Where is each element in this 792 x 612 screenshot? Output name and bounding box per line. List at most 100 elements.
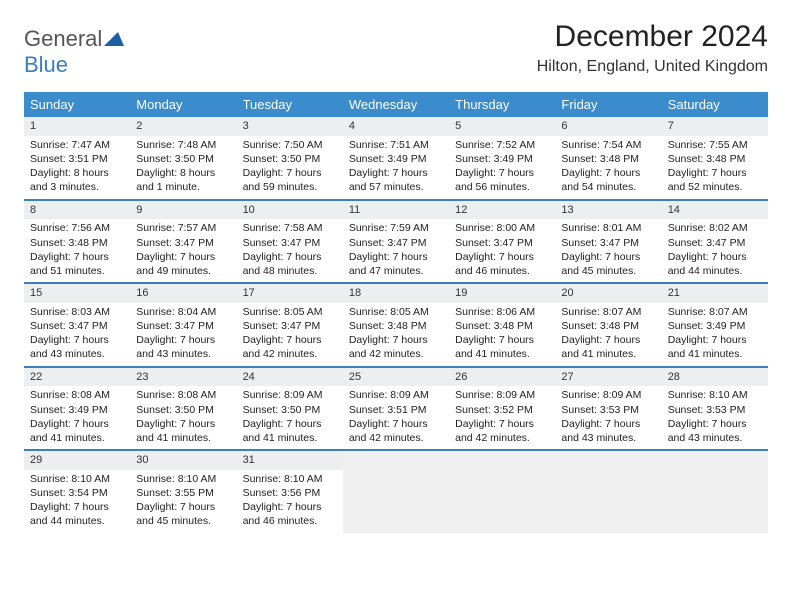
day-sunrise: Sunrise: 8:10 AM	[30, 472, 124, 486]
day-sunrise: Sunrise: 8:05 AM	[349, 305, 443, 319]
day-sunset: Sunset: 3:48 PM	[668, 152, 762, 166]
day-number: 23	[130, 368, 236, 387]
calendar-header-cell: Tuesday	[237, 92, 343, 117]
day-sunrise: Sunrise: 8:10 AM	[243, 472, 337, 486]
day-sunset: Sunset: 3:48 PM	[349, 319, 443, 333]
calendar-day-cell: 30Sunrise: 8:10 AMSunset: 3:55 PMDayligh…	[130, 451, 236, 533]
day-body: Sunrise: 8:04 AMSunset: 3:47 PMDaylight:…	[130, 303, 236, 366]
day-body: Sunrise: 7:52 AMSunset: 3:49 PMDaylight:…	[449, 136, 555, 199]
day-sunrise: Sunrise: 8:03 AM	[30, 305, 124, 319]
calendar-day-cell: 18Sunrise: 8:05 AMSunset: 3:48 PMDayligh…	[343, 284, 449, 366]
day-body: Sunrise: 8:07 AMSunset: 3:48 PMDaylight:…	[555, 303, 661, 366]
day-number: 4	[343, 117, 449, 136]
calendar-day-cell: 12Sunrise: 8:00 AMSunset: 3:47 PMDayligh…	[449, 201, 555, 283]
calendar-day-cell: 6Sunrise: 7:54 AMSunset: 3:48 PMDaylight…	[555, 117, 661, 199]
calendar-week-row: 8Sunrise: 7:56 AMSunset: 3:48 PMDaylight…	[24, 199, 768, 283]
day-number: 31	[237, 451, 343, 470]
day-sunrise: Sunrise: 8:07 AM	[668, 305, 762, 319]
calendar-header-row: SundayMondayTuesdayWednesdayThursdayFrid…	[24, 92, 768, 117]
day-body: Sunrise: 7:58 AMSunset: 3:47 PMDaylight:…	[237, 219, 343, 282]
day-body: Sunrise: 7:51 AMSunset: 3:49 PMDaylight:…	[343, 136, 449, 199]
calendar-day-cell: 19Sunrise: 8:06 AMSunset: 3:48 PMDayligh…	[449, 284, 555, 366]
day-body: Sunrise: 8:06 AMSunset: 3:48 PMDaylight:…	[449, 303, 555, 366]
calendar-day-cell: 16Sunrise: 8:04 AMSunset: 3:47 PMDayligh…	[130, 284, 236, 366]
day-sunset: Sunset: 3:50 PM	[136, 403, 230, 417]
day-daylight: Daylight: 7 hours and 47 minutes.	[349, 250, 443, 278]
calendar-week-row: 1 Sunrise: 7:47 AMSunset: 3:51 PM Daylight…	[24, 117, 768, 199]
day-body: Sunrise: 8:10 AMSunset: 3:53 PMDaylight:…	[662, 386, 768, 449]
logo-text-blue: Blue	[24, 52, 68, 77]
day-sunrise: Sunrise: 7:57 AM	[136, 221, 230, 235]
calendar-day-cell: 21Sunrise: 8:07 AMSunset: 3:49 PMDayligh…	[662, 284, 768, 366]
day-number: 21	[662, 284, 768, 303]
day-body: Sunrise: 7:50 AMSunset: 3:50 PMDaylight:…	[237, 136, 343, 199]
day-daylight: Daylight: 7 hours and 43 minutes.	[668, 417, 762, 445]
day-daylight: Daylight: 7 hours and 41 minutes.	[136, 417, 230, 445]
day-sunset: Sunset: 3:47 PM	[243, 236, 337, 250]
calendar-day-cell: 10Sunrise: 7:58 AMSunset: 3:47 PMDayligh…	[237, 201, 343, 283]
day-number: 10	[237, 201, 343, 220]
day-body: Sunrise: 8:02 AMSunset: 3:47 PMDaylight:…	[662, 219, 768, 282]
calendar-header-cell: Sunday	[24, 92, 130, 117]
day-body: Sunrise: 8:09 AMSunset: 3:53 PMDaylight:…	[555, 386, 661, 449]
day-sunrise: Sunrise: 7:47 AM	[30, 138, 124, 152]
day-body: Sunrise: 8:00 AMSunset: 3:47 PMDaylight:…	[449, 219, 555, 282]
calendar-day-cell: 22Sunrise: 8:08 AMSunset: 3:49 PMDayligh…	[24, 368, 130, 450]
day-sunrise: Sunrise: 8:10 AM	[136, 472, 230, 486]
day-daylight: Daylight: 7 hours and 41 minutes.	[561, 333, 655, 361]
day-sunset: Sunset: 3:47 PM	[136, 236, 230, 250]
day-body: Sunrise: 8:05 AMSunset: 3:47 PMDaylight:…	[237, 303, 343, 366]
day-sunrise: Sunrise: 8:09 AM	[349, 388, 443, 402]
day-number: 1	[24, 117, 130, 136]
calendar-day-cell: 29Sunrise: 8:10 AMSunset: 3:54 PMDayligh…	[24, 451, 130, 533]
day-daylight: Daylight: 7 hours and 46 minutes.	[243, 500, 337, 528]
calendar-header-cell: Saturday	[662, 92, 768, 117]
day-daylight: Daylight: 7 hours and 44 minutes.	[668, 250, 762, 278]
calendar-day-cell: 1Sunrise: 7:47 AMSunset: 3:51 PMDaylight…	[24, 117, 130, 199]
day-number: 19	[449, 284, 555, 303]
day-sunset: Sunset: 3:48 PM	[561, 152, 655, 166]
day-daylight: Daylight: 7 hours and 41 minutes.	[243, 417, 337, 445]
day-daylight: Daylight: 7 hours and 59 minutes.	[243, 166, 337, 194]
day-body: Sunrise: 8:09 AMSunset: 3:51 PMDaylight:…	[343, 386, 449, 449]
day-daylight: Daylight: 7 hours and 46 minutes.	[455, 250, 549, 278]
day-sunset: Sunset: 3:50 PM	[243, 152, 337, 166]
calendar-day-cell: 2Sunrise: 7:48 AMSunset: 3:50 PMDaylight…	[130, 117, 236, 199]
day-sunset: Sunset: 3:51 PM	[30, 152, 124, 166]
day-number: 14	[662, 201, 768, 220]
day-sunrise: Sunrise: 8:05 AM	[243, 305, 337, 319]
calendar-header-cell: Monday	[130, 92, 236, 117]
day-number: 11	[343, 201, 449, 220]
logo-text-general: General	[24, 26, 102, 51]
day-daylight: Daylight: 7 hours and 43 minutes.	[561, 417, 655, 445]
day-sunrise: Sunrise: 8:09 AM	[455, 388, 549, 402]
day-number: 9	[130, 201, 236, 220]
day-body: Sunrise: 7:54 AMSunset: 3:48 PMDaylight:…	[555, 136, 661, 199]
calendar-day-cell: 7Sunrise: 7:55 AMSunset: 3:48 PMDaylight…	[662, 117, 768, 199]
day-sunrise: Sunrise: 7:55 AM	[668, 138, 762, 152]
day-sunset: Sunset: 3:47 PM	[136, 319, 230, 333]
calendar-day-cell: 3Sunrise: 7:50 AMSunset: 3:50 PMDaylight…	[237, 117, 343, 199]
calendar-day-cell: 11Sunrise: 7:59 AMSunset: 3:47 PMDayligh…	[343, 201, 449, 283]
day-body: Sunrise: 8:07 AMSunset: 3:49 PMDaylight:…	[662, 303, 768, 366]
calendar-week-row: 15Sunrise: 8:03 AMSunset: 3:47 PMDayligh…	[24, 282, 768, 366]
calendar-header-cell: Friday	[555, 92, 661, 117]
calendar-day-cell: 13Sunrise: 8:01 AMSunset: 3:47 PMDayligh…	[555, 201, 661, 283]
day-daylight: Daylight: 7 hours and 42 minutes.	[349, 417, 443, 445]
day-sunrise: Sunrise: 7:56 AM	[30, 221, 124, 235]
day-daylight: Daylight: 7 hours and 41 minutes.	[455, 333, 549, 361]
day-daylight: Daylight: 7 hours and 41 minutes.	[30, 417, 124, 445]
calendar-day-cell: 27Sunrise: 8:09 AMSunset: 3:53 PMDayligh…	[555, 368, 661, 450]
day-daylight: Daylight: 7 hours and 52 minutes.	[668, 166, 762, 194]
calendar-week-row: 22Sunrise: 8:08 AMSunset: 3:49 PMDayligh…	[24, 366, 768, 450]
day-sunset: Sunset: 3:49 PM	[668, 319, 762, 333]
day-daylight: Daylight: 7 hours and 57 minutes.	[349, 166, 443, 194]
day-number: 28	[662, 368, 768, 387]
day-body: Sunrise: 8:05 AMSunset: 3:48 PMDaylight:…	[343, 303, 449, 366]
day-daylight: Daylight: 7 hours and 45 minutes.	[136, 500, 230, 528]
day-sunset: Sunset: 3:49 PM	[30, 403, 124, 417]
day-body: Sunrise: 8:10 AMSunset: 3:55 PMDaylight:…	[130, 470, 236, 533]
day-sunset: Sunset: 3:47 PM	[243, 319, 337, 333]
day-body: Sunrise: 8:09 AMSunset: 3:50 PMDaylight:…	[237, 386, 343, 449]
day-sunrise: Sunrise: 7:54 AM	[561, 138, 655, 152]
